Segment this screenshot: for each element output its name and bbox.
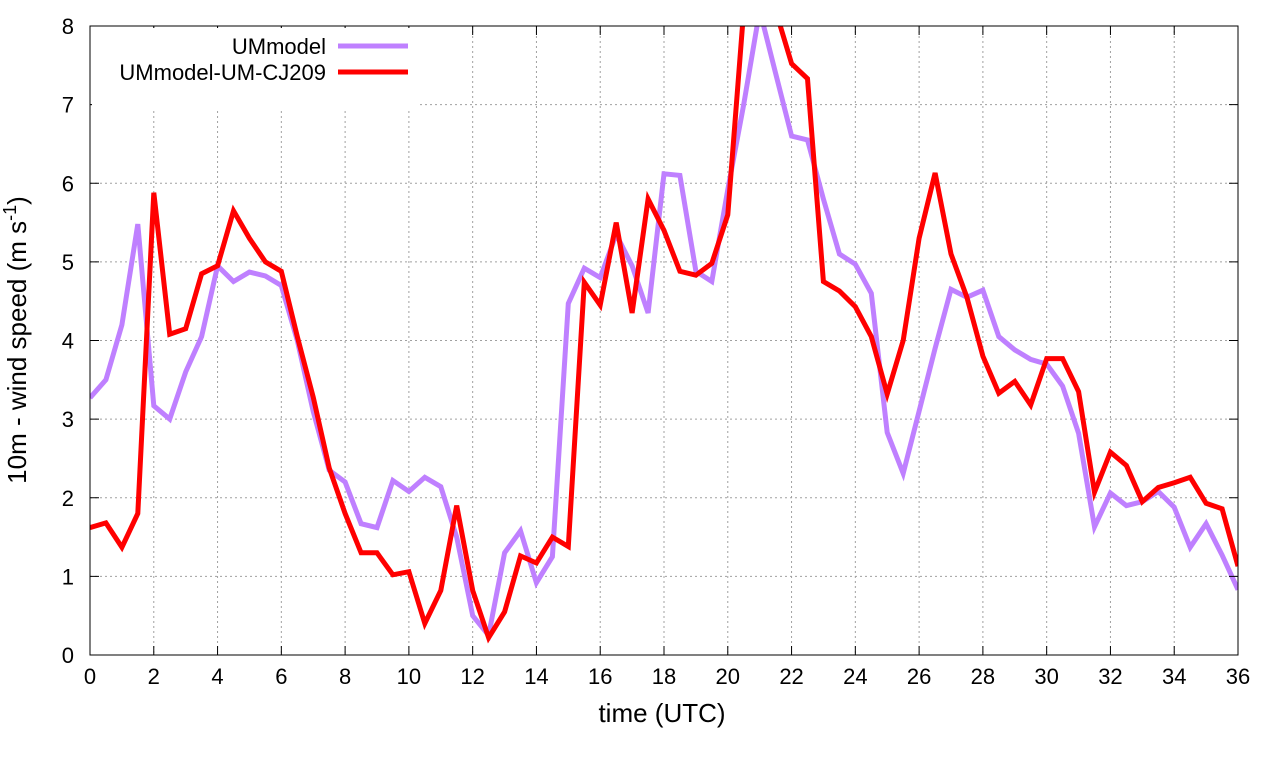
x-tick-label: 34 [1162,664,1186,689]
x-tick-label: 24 [843,664,867,689]
y-axis-title-main: 10m - wind speed (m s [2,221,32,484]
legend-background [92,28,418,108]
x-tick-label: 16 [588,664,612,689]
x-tick-label: 36 [1226,664,1250,689]
y-tick-label: 1 [62,564,74,589]
y-axis-title-close: ) [2,196,32,205]
x-tick-label: 0 [84,664,96,689]
x-tick-label: 6 [275,664,287,689]
y-tick-label: 2 [62,486,74,511]
x-tick-label: 26 [907,664,931,689]
x-tick-label: 22 [779,664,803,689]
legend-label: UMmodel [232,34,326,59]
x-tick-label: 12 [460,664,484,689]
x-tick-label: 8 [339,664,351,689]
y-axis-title-superscript: -1 [0,205,20,221]
x-tick-label: 2 [148,664,160,689]
legend-label: UMmodel-UM-CJ209 [119,60,326,85]
x-tick-label: 10 [397,664,421,689]
y-axis-title: 10m - wind speed (m s-1) [0,196,32,484]
y-tick-label: 4 [62,329,74,354]
x-tick-label: 4 [211,664,223,689]
x-tick-label: 32 [1098,664,1122,689]
x-tick-label: 14 [524,664,548,689]
y-tick-label: 6 [62,171,74,196]
y-tick-label: 5 [62,250,74,275]
y-tick-label: 0 [62,643,74,668]
series-line-ummodel-um-cj209 [90,26,1238,644]
y-tick-label: 3 [62,407,74,432]
x-tick-label: 20 [716,664,740,689]
x-tick-label: 18 [652,664,676,689]
axis-ticks: 0 2 4 6 8 10 12 14 16 18 20 22 24 26 28 30 32 34 360123456… [62,14,1250,689]
series-lines [90,26,1238,644]
x-tick-label: 28 [971,664,995,689]
x-tick-label: 30 [1034,664,1058,689]
grid-lines [90,26,1238,655]
y-tick-label: 7 [62,93,74,118]
x-axis-title: time (UTC) [598,698,725,728]
y-tick-label: 8 [62,14,74,39]
